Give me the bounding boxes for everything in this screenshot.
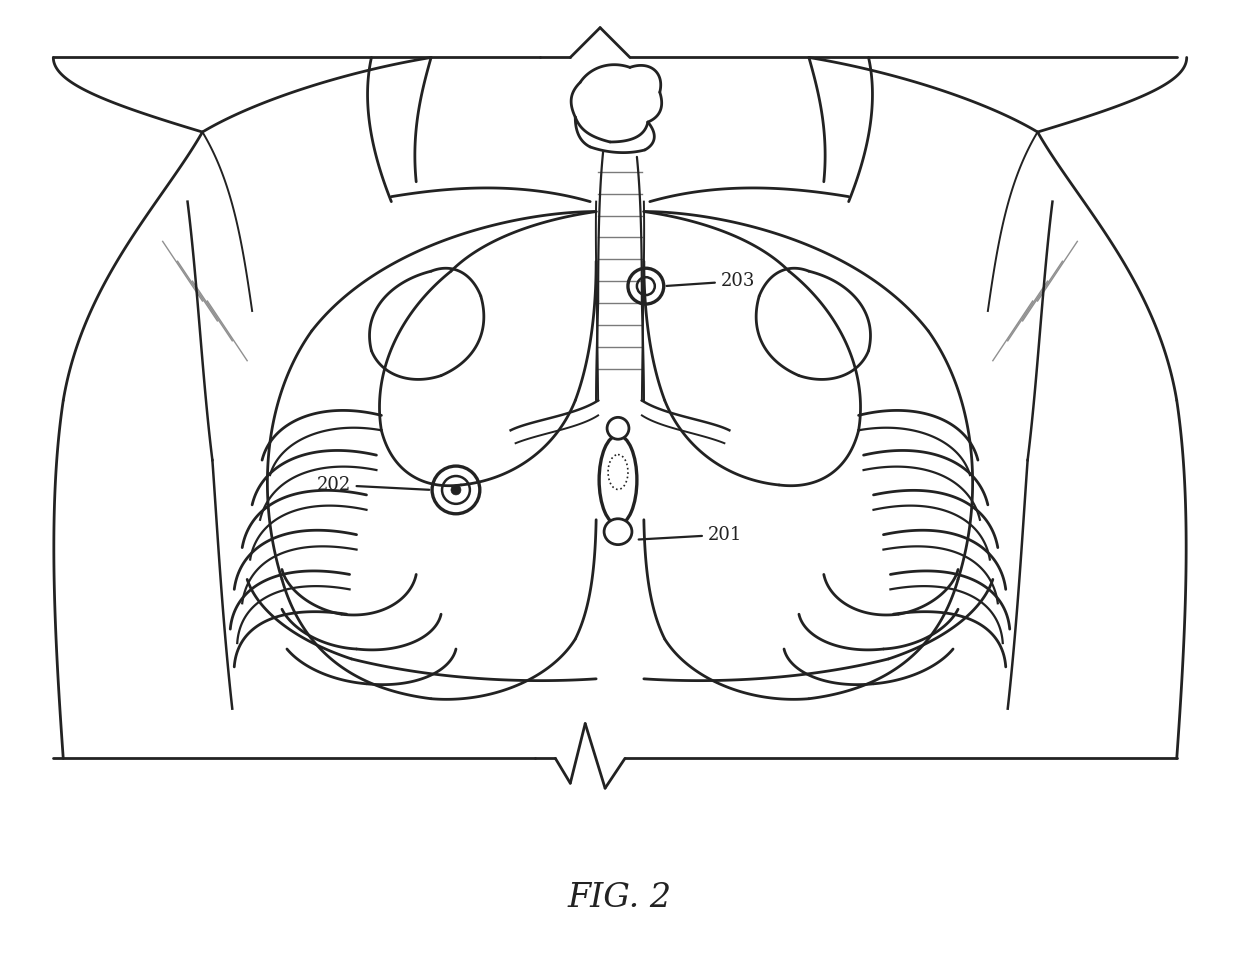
- Text: 203: 203: [667, 272, 755, 290]
- Ellipse shape: [599, 435, 637, 524]
- Circle shape: [432, 466, 480, 514]
- Text: 202: 202: [316, 476, 429, 494]
- Circle shape: [627, 268, 663, 304]
- Circle shape: [451, 485, 461, 495]
- Ellipse shape: [604, 519, 632, 545]
- Text: FIG. 2: FIG. 2: [568, 881, 672, 914]
- Text: 201: 201: [639, 525, 742, 544]
- Ellipse shape: [608, 417, 629, 439]
